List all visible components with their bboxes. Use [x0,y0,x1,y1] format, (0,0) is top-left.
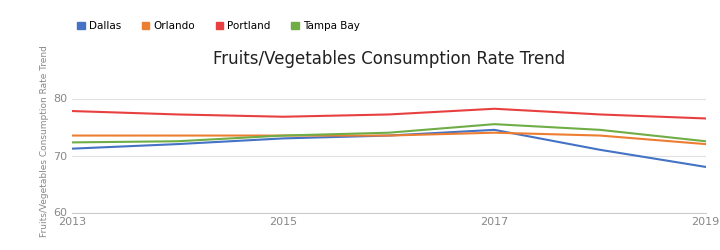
Orlando [384,134,393,137]
Tampa Bay [279,134,287,137]
Dallas [279,137,287,140]
Portland [595,113,604,116]
Orlando [595,134,604,137]
Tampa Bay [384,131,393,134]
Line: Dallas: Dallas [72,130,706,167]
Portland [490,107,499,110]
Line: Portland: Portland [72,109,706,118]
Portland [701,117,710,120]
Dallas [174,142,182,146]
Portland [174,113,182,116]
Tampa Bay [701,140,710,143]
Portland [279,115,287,118]
Orlando [279,134,287,137]
Tampa Bay [68,141,76,144]
Orlando [174,134,182,137]
Y-axis label: Fruits/Vegetables Consumption Rate Trend: Fruits/Vegetables Consumption Rate Trend [40,45,49,237]
Orlando [701,142,710,146]
Line: Tampa Bay: Tampa Bay [72,124,706,142]
Tampa Bay [490,123,499,126]
Title: Fruits/Vegetables Consumption Rate Trend: Fruits/Vegetables Consumption Rate Trend [212,50,565,68]
Orlando [68,134,76,137]
Portland [68,110,76,112]
Tampa Bay [595,128,604,131]
Line: Orlando: Orlando [72,133,706,144]
Dallas [701,166,710,168]
Orlando [490,131,499,134]
Dallas [68,147,76,150]
Dallas [384,134,393,137]
Dallas [595,148,604,151]
Legend: Dallas, Orlando, Portland, Tampa Bay: Dallas, Orlando, Portland, Tampa Bay [77,21,360,31]
Dallas [490,128,499,131]
Portland [384,113,393,116]
Tampa Bay [174,140,182,143]
